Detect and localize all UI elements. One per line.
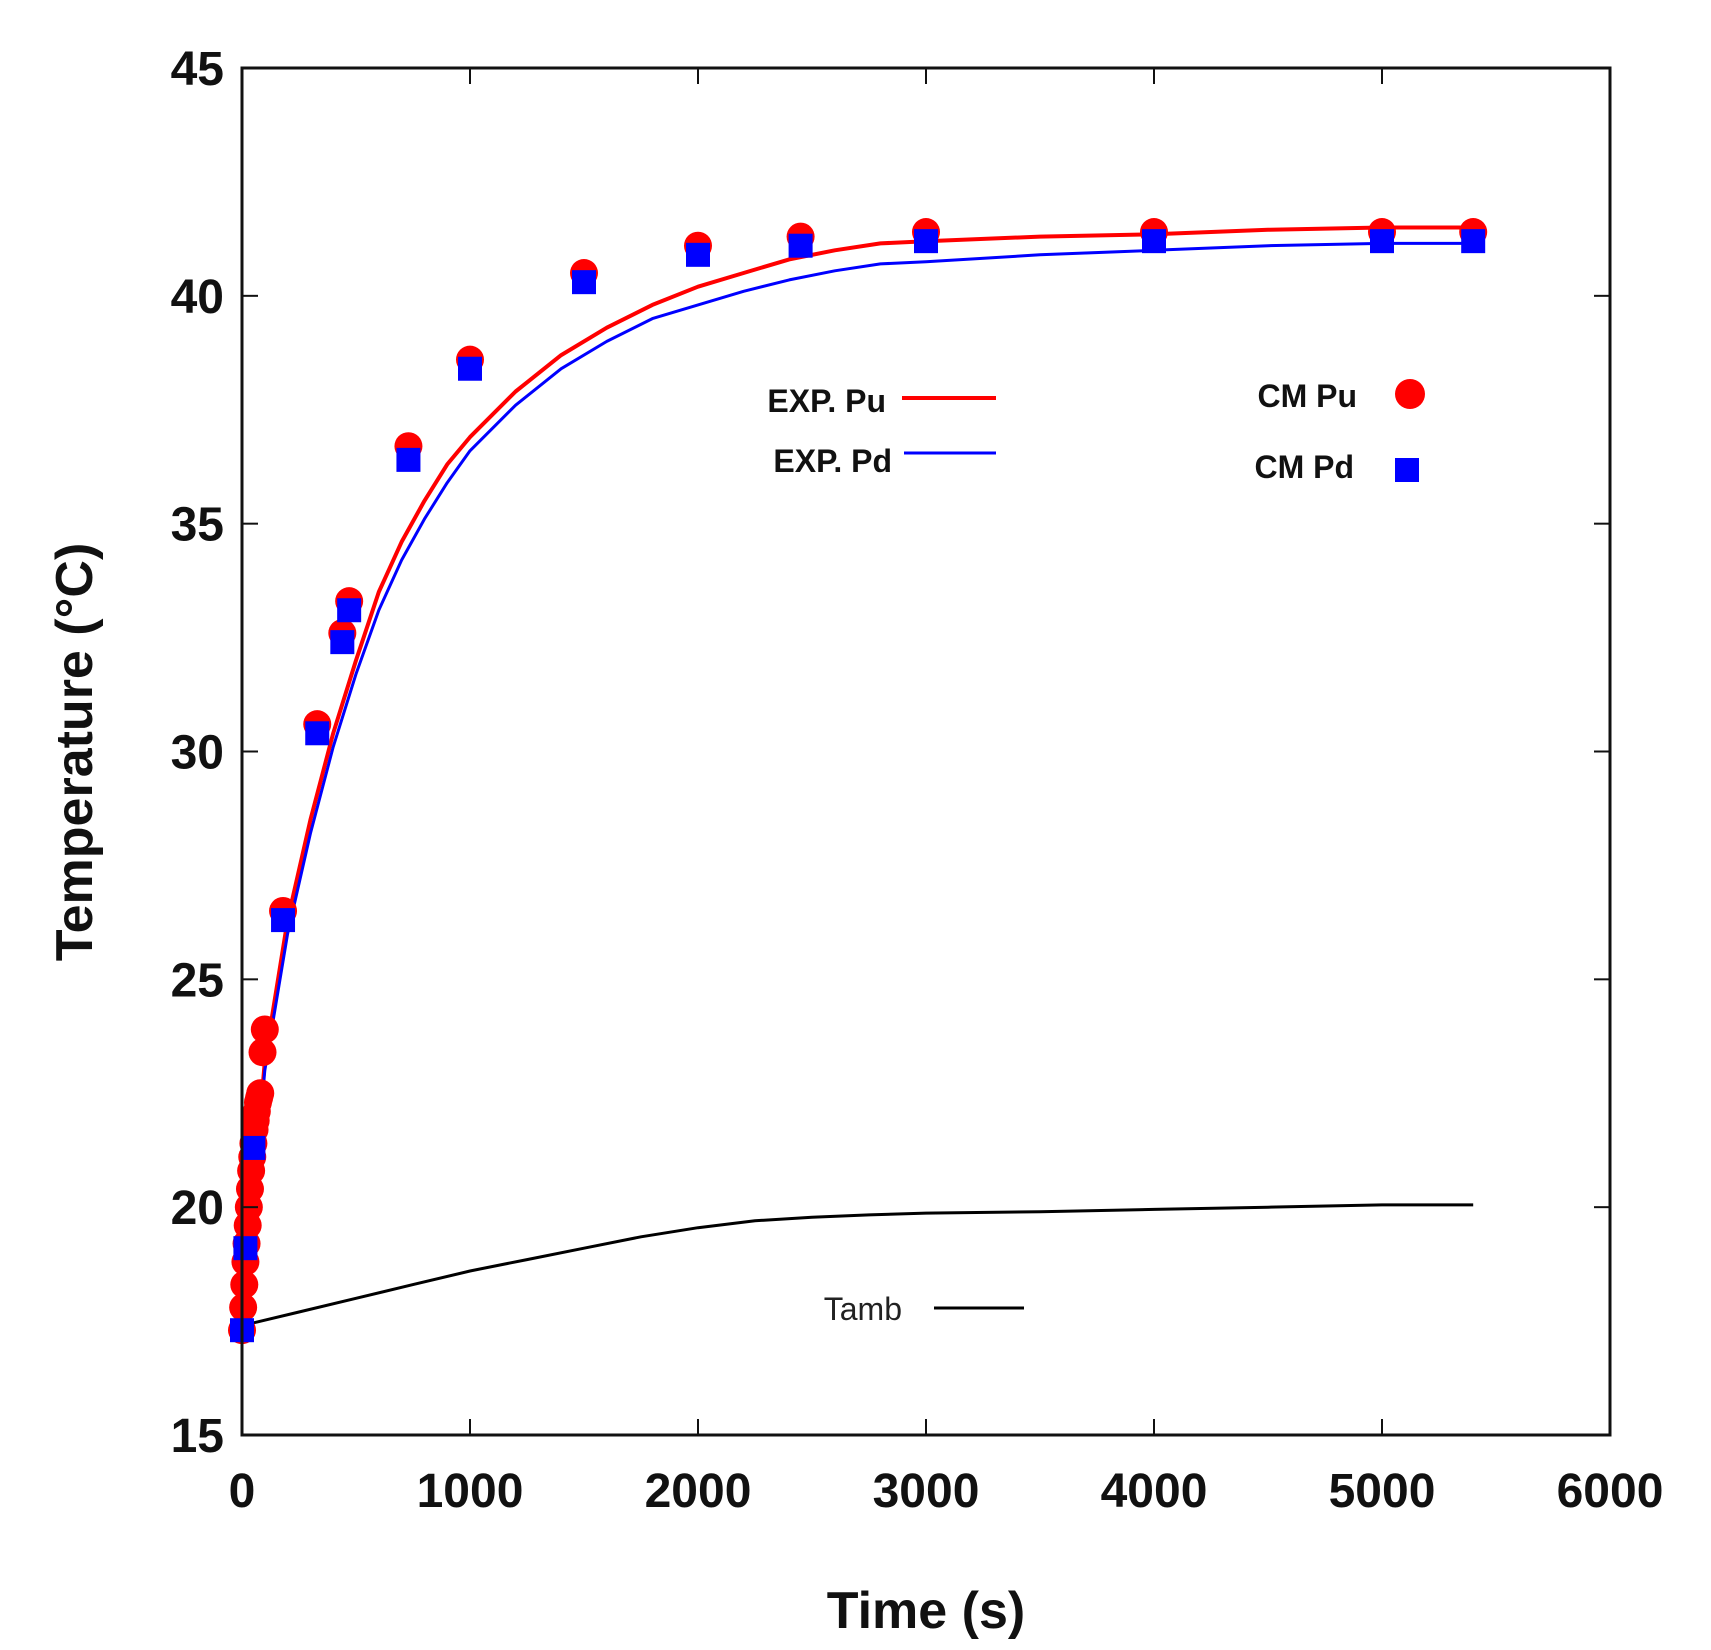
point-cm-pd-12 — [914, 229, 938, 254]
y-tick-label-25: 25 — [171, 954, 224, 1007]
point-cm-pd-15 — [1461, 229, 1486, 254]
legend-label-exp-pu: EXP. Pu — [767, 383, 886, 419]
point-cm-pd-2 — [241, 1135, 266, 1160]
legend-label-tamb: Tamb — [824, 1291, 902, 1327]
x-tick-label-0: 0 — [229, 1465, 256, 1518]
y-tick-label-45: 45 — [171, 43, 224, 96]
point-cm-pd-6 — [337, 598, 362, 623]
legend-marker-cm-pd — [1395, 458, 1419, 482]
series-line-exp-pd — [240, 241, 1474, 1331]
y-tick-label-20: 20 — [171, 1182, 224, 1235]
point-cm-pd-5 — [330, 630, 355, 655]
y-tick-label-35: 35 — [171, 499, 224, 552]
point-cm-pu-17 — [248, 1038, 277, 1067]
x-tick-label-3000: 3000 — [873, 1465, 980, 1518]
x-tick-label-2000: 2000 — [645, 1465, 752, 1518]
series-line-tamb — [241, 1203, 1474, 1328]
x-tick-label-6000: 6000 — [1557, 1465, 1664, 1518]
y-axis-title: Temperature (°C) — [46, 543, 104, 962]
point-cm-pu-2 — [230, 1270, 259, 1299]
y-tick-label-40: 40 — [171, 271, 224, 324]
point-cm-pu-18 — [250, 1015, 279, 1044]
point-cm-pd-4 — [305, 721, 330, 746]
point-cm-pd-11 — [788, 233, 813, 258]
legend-label-exp-pd: EXP. Pd — [773, 443, 892, 479]
series-line-exp-pu — [240, 225, 1474, 1331]
point-cm-pd-1 — [233, 1236, 258, 1261]
y-tick-label-30: 30 — [171, 727, 224, 780]
x-tick-label-4000: 4000 — [1101, 1465, 1208, 1518]
point-cm-pd-7 — [396, 447, 421, 472]
legend-label-cm-pu: CM Pu — [1257, 378, 1357, 414]
x-tick-label-1000: 1000 — [417, 1465, 524, 1518]
x-tick-label-5000: 5000 — [1329, 1465, 1436, 1518]
x-axis-title: Time (s) — [827, 1582, 1025, 1640]
point-cm-pd-9 — [572, 270, 596, 295]
legend: EXP. Pu EXP. Pd CM Pu CM Pd Tamb — [767, 378, 1425, 1327]
point-cm-pd-13 — [1142, 229, 1166, 254]
ticks-layer: 0 1000 2000 3000 4000 5000 6000 15 20 25 30 35 40 45 — [171, 43, 1664, 1518]
plot-frame — [240, 66, 1612, 1437]
point-cm-pd-14 — [1370, 229, 1394, 254]
point-cm-pu-16 — [246, 1079, 275, 1108]
point-cm-pd-3 — [271, 908, 296, 933]
point-cm-pd-10 — [686, 242, 710, 267]
legend-label-cm-pd: CM Pd — [1254, 449, 1354, 485]
y-tick-label-15: 15 — [171, 1410, 224, 1463]
legend-marker-cm-pu — [1395, 379, 1425, 409]
point-cm-pd-8 — [458, 356, 482, 381]
series-points-cm-pd — [230, 229, 1486, 1343]
